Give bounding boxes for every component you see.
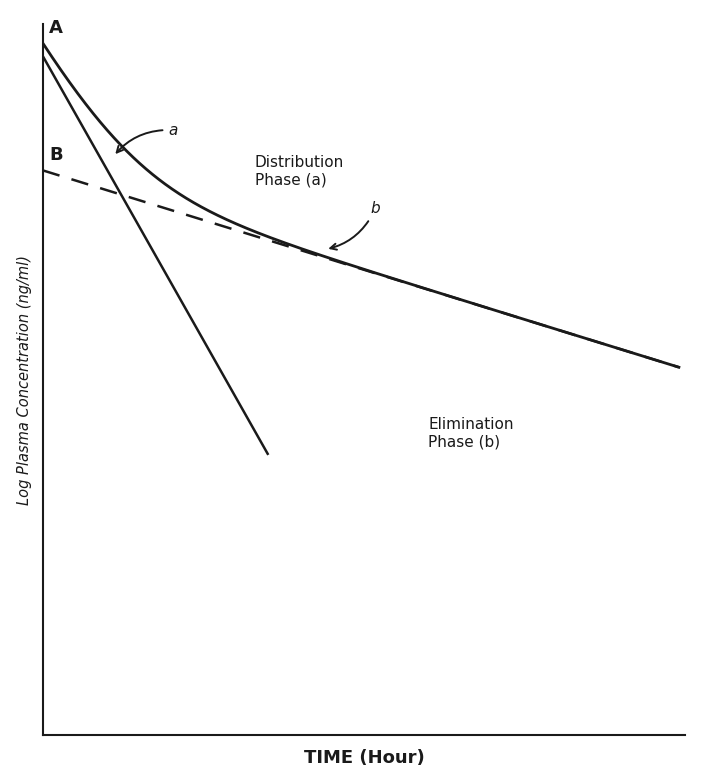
Text: A: A (49, 19, 63, 37)
Text: B: B (49, 146, 62, 164)
Y-axis label: Log Plasma Concentration (ng/ml): Log Plasma Concentration (ng/ml) (17, 255, 32, 505)
Text: Elimination
Phase (b): Elimination Phase (b) (428, 416, 514, 449)
Text: b: b (331, 201, 380, 249)
X-axis label: TIME (Hour): TIME (Hour) (304, 750, 425, 768)
Text: a: a (117, 122, 178, 153)
Text: Distribution
Phase (a): Distribution Phase (a) (255, 155, 344, 187)
